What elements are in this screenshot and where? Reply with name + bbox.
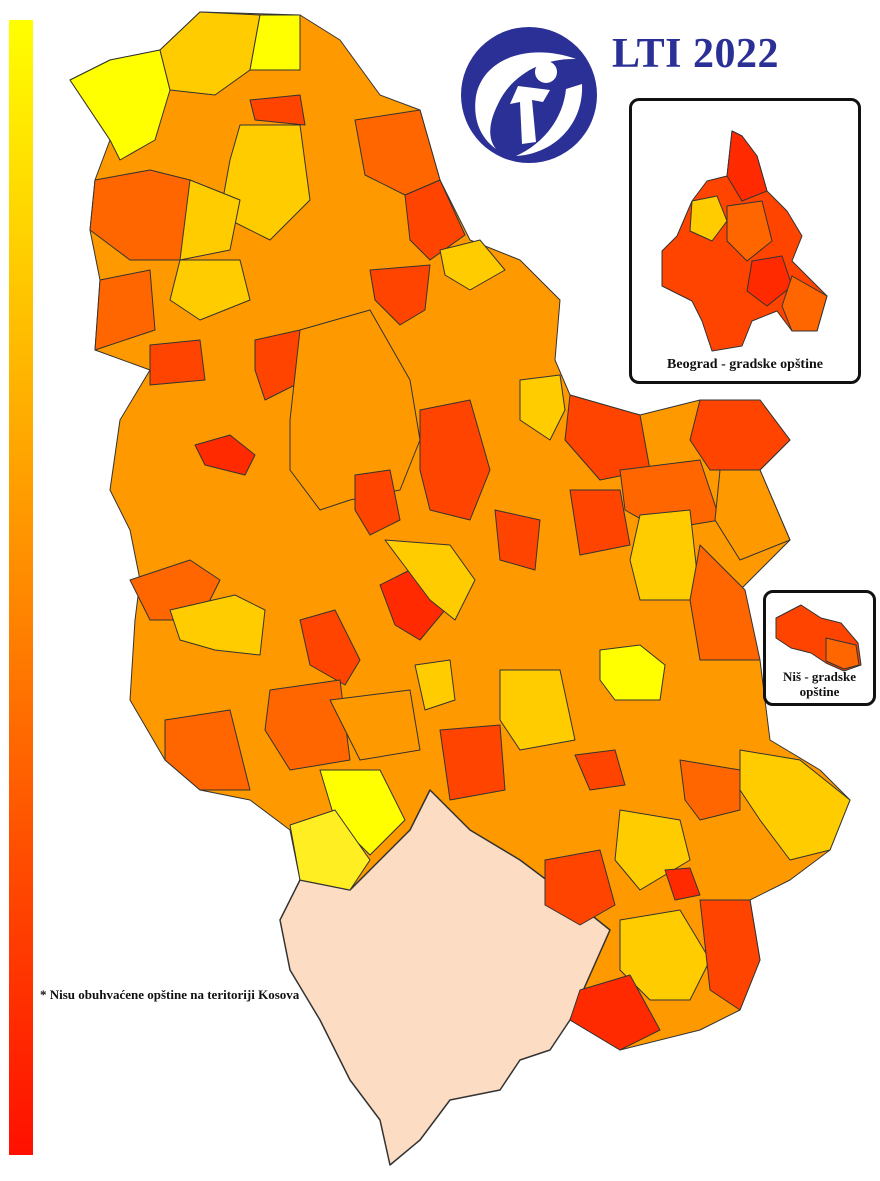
beograd-inset-caption: Beograd - gradske opštine xyxy=(667,357,823,372)
legend-color-bar xyxy=(9,20,33,1155)
region-kursumlija xyxy=(414,659,456,711)
inset-beograd: Beograd - gradske opštine xyxy=(629,98,861,384)
region-ruma xyxy=(169,259,251,321)
region-obrenovac xyxy=(254,329,306,401)
region-krusevac-red xyxy=(379,569,446,641)
region-kraljevo xyxy=(299,609,361,686)
region-jagodina xyxy=(354,469,401,536)
region-red-small xyxy=(664,867,701,901)
region-south-leskovac-red xyxy=(574,749,626,791)
beograd-south-red xyxy=(746,255,793,307)
region-negotin xyxy=(714,469,791,561)
beograd-municipalities-map xyxy=(661,130,828,352)
region-valjevo-red xyxy=(194,434,256,476)
region-babusnica xyxy=(679,759,741,821)
transparency-international-logo-icon xyxy=(461,27,597,163)
region-knjazevac xyxy=(689,544,761,661)
region-prokuplje xyxy=(499,669,576,751)
region-aleksinac xyxy=(494,509,541,571)
region-north-4 xyxy=(219,124,311,241)
beograd-novi-beograd-yellow xyxy=(689,195,728,242)
region-subotica xyxy=(69,49,171,161)
region-south-medvedja xyxy=(544,849,616,926)
region-trstenik xyxy=(384,539,476,621)
region-novi-pazar-east xyxy=(329,689,421,761)
region-vranje-yellow xyxy=(619,909,711,1001)
nis-east xyxy=(825,637,860,670)
region-south-preshevo-red xyxy=(569,974,661,1051)
region-north-3 xyxy=(249,94,306,126)
region-nis-yellow xyxy=(599,644,666,701)
beograd-north-red xyxy=(726,130,768,202)
region-zajecar xyxy=(629,509,701,601)
region-vrsac xyxy=(439,239,506,291)
region-paracin xyxy=(569,489,631,556)
beograd-southeast xyxy=(781,275,828,332)
beograd-center xyxy=(726,200,773,262)
region-majdanpek xyxy=(689,399,791,471)
region-sabac xyxy=(149,339,206,386)
footnote-kosovo: * Nisu obuhvaćene opštine na teritoriji … xyxy=(40,987,300,1002)
inset-nis: Niš - gradske opštine xyxy=(763,590,876,706)
region-surdulica xyxy=(699,899,761,1011)
region-tutin-yellow xyxy=(289,809,371,891)
region-blace xyxy=(439,724,506,801)
region-smederevo-east xyxy=(419,399,491,521)
region-sremska xyxy=(94,269,156,351)
region-kikinda xyxy=(354,109,441,196)
region-pirot-east xyxy=(739,749,851,861)
nis-inset-caption: Niš - gradske opštine xyxy=(783,669,856,699)
map-title: LTI 2022 xyxy=(612,31,780,77)
region-raska xyxy=(264,679,351,771)
region-pancevo xyxy=(369,264,431,326)
region-ivanjica xyxy=(164,709,251,791)
region-north-2 xyxy=(249,14,301,71)
kosovo-region xyxy=(279,789,611,1166)
nis-municipalities-map xyxy=(775,604,862,672)
region-uzice-yellow xyxy=(169,594,266,656)
region-pozarevac xyxy=(519,374,566,441)
